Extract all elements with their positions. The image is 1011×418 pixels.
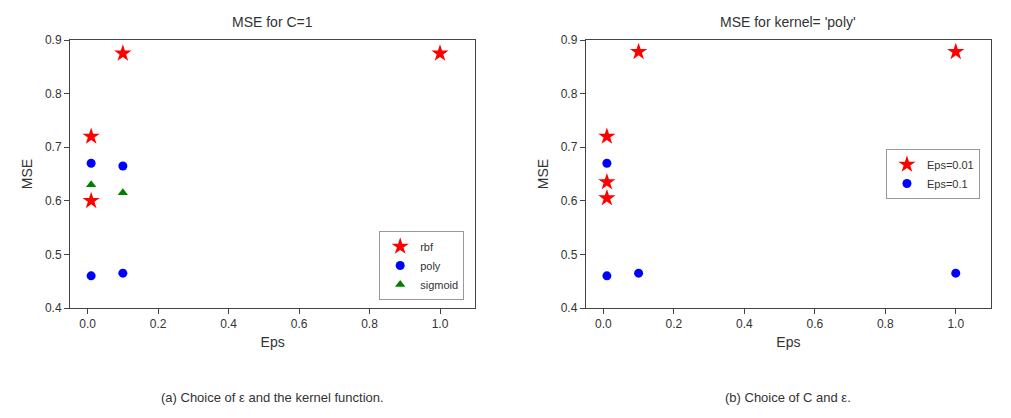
svg-text:0.0: 0.0	[595, 317, 612, 331]
svg-text:(a) Choice of ε and the kernel: (a) Choice of ε and the kernel function.	[161, 390, 384, 405]
svg-text:Eps=0.1: Eps=0.1	[927, 178, 968, 190]
svg-text:0.7: 0.7	[561, 140, 578, 154]
svg-text:1.0: 1.0	[947, 317, 964, 331]
svg-text:0.5: 0.5	[561, 248, 578, 262]
svg-text:0.8: 0.8	[45, 87, 62, 101]
svg-text:0.2: 0.2	[666, 317, 683, 331]
svg-text:0.4: 0.4	[736, 317, 753, 331]
svg-text:0.6: 0.6	[291, 317, 308, 331]
svg-text:0.4: 0.4	[561, 301, 578, 315]
svg-text:0.6: 0.6	[806, 317, 823, 331]
svg-text:0.8: 0.8	[361, 317, 378, 331]
svg-text:0.9: 0.9	[45, 33, 62, 47]
svg-text:poly: poly	[420, 260, 441, 272]
svg-text:0.8: 0.8	[877, 317, 894, 331]
svg-text:1.0: 1.0	[432, 317, 449, 331]
svg-text:0.6: 0.6	[561, 194, 578, 208]
svg-text:0.5: 0.5	[45, 248, 62, 262]
svg-text:0.7: 0.7	[45, 140, 62, 154]
svg-text:0.8: 0.8	[561, 87, 578, 101]
svg-text:(b) Choice of C and ε.: (b) Choice of C and ε.	[725, 390, 851, 405]
svg-text:0.9: 0.9	[561, 33, 578, 47]
svg-text:0.2: 0.2	[150, 317, 167, 331]
svg-text:MSE: MSE	[535, 159, 551, 189]
svg-text:Eps=0.01: Eps=0.01	[927, 159, 974, 171]
svg-text:MSE for C=1: MSE for C=1	[232, 14, 313, 30]
svg-text:0.4: 0.4	[45, 301, 62, 315]
svg-text:sigmoid: sigmoid	[420, 279, 458, 291]
svg-text:0.4: 0.4	[220, 317, 237, 331]
svg-text:0.0: 0.0	[79, 317, 96, 331]
svg-text:Eps: Eps	[776, 334, 800, 350]
svg-text:MSE: MSE	[19, 159, 35, 189]
svg-text:0.6: 0.6	[45, 194, 62, 208]
svg-text:MSE for kernel= 'poly': MSE for kernel= 'poly'	[720, 14, 856, 30]
svg-text:rbf: rbf	[420, 241, 434, 253]
svg-text:Eps: Eps	[261, 334, 285, 350]
